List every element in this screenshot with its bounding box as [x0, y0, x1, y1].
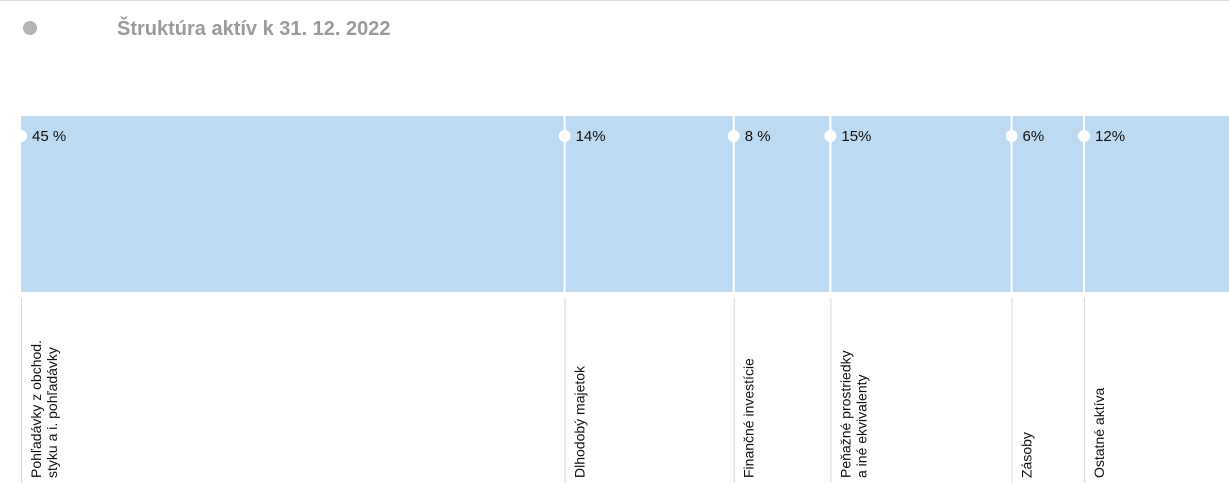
- segment-dot: [15, 130, 27, 142]
- category-label: Ostatné aktíva: [1091, 388, 1107, 478]
- segment-dot: [1078, 130, 1091, 142]
- segment-dot: [1005, 130, 1018, 142]
- bar-segment: [1084, 116, 1229, 292]
- chart-title: Štruktúra aktív k 31. 12. 2022: [117, 16, 391, 40]
- category-label: Peňažné prostriedky: [837, 350, 853, 478]
- bar-segment: [830, 116, 1012, 292]
- segment-dot: [558, 130, 571, 142]
- value-label: 45 %: [32, 128, 66, 145]
- category-label: Pohľadávky z obchod.: [28, 340, 44, 478]
- category-label: styku a i. pohľadávky: [44, 347, 60, 478]
- segment-dot: [824, 130, 837, 142]
- bar-segment: [21, 116, 565, 292]
- category-label: Finančné investície: [741, 358, 757, 478]
- segment-dot: [727, 130, 740, 142]
- value-label: 8 %: [745, 128, 771, 145]
- value-label: 12%: [1095, 128, 1125, 145]
- bar-segment: [733, 116, 831, 292]
- value-label: 14%: [576, 128, 606, 145]
- bar-segment: [1011, 116, 1085, 292]
- category-label: Dlhodobý majetok: [572, 365, 588, 478]
- category-label: Zásoby: [1019, 432, 1035, 478]
- title-bullet: [23, 21, 37, 35]
- category-label: a iné ekvivalenty: [853, 374, 869, 478]
- value-label: 15%: [841, 128, 871, 145]
- value-label: 6%: [1023, 128, 1045, 145]
- bar-segment: [564, 116, 734, 292]
